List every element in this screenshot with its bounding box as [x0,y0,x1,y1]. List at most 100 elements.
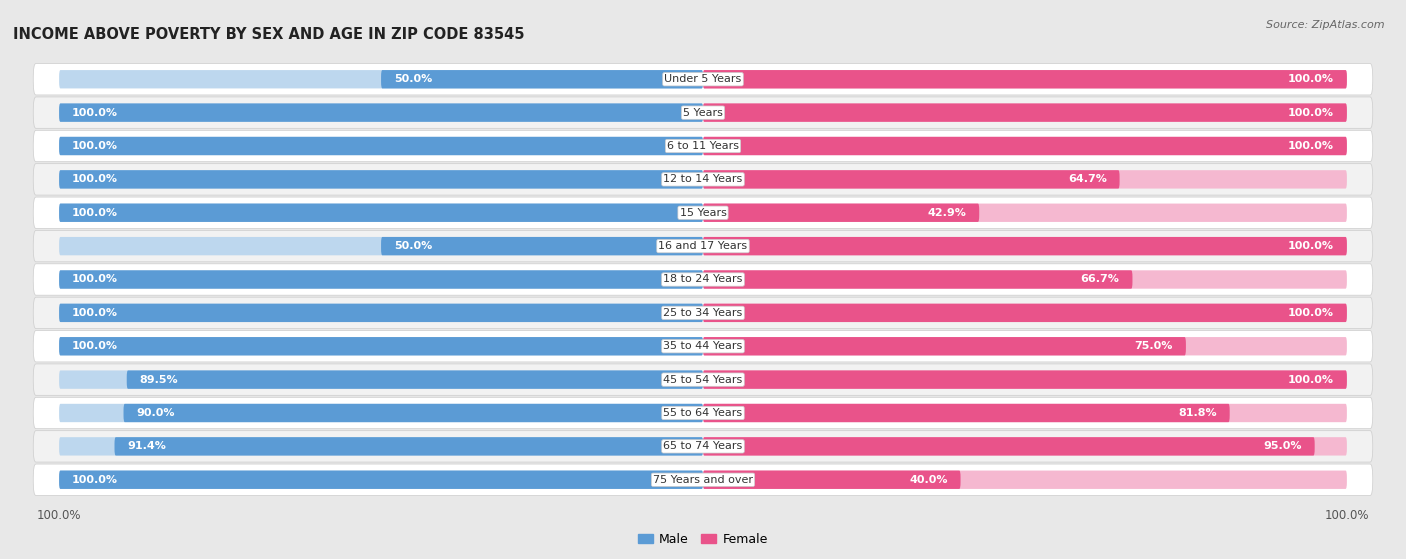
FancyBboxPatch shape [59,203,703,222]
FancyBboxPatch shape [703,304,1347,322]
FancyBboxPatch shape [34,364,1372,395]
FancyBboxPatch shape [703,404,1347,422]
FancyBboxPatch shape [703,304,1347,322]
FancyBboxPatch shape [703,271,1132,288]
FancyBboxPatch shape [59,304,703,322]
Text: 100.0%: 100.0% [1288,375,1334,385]
Text: Source: ZipAtlas.com: Source: ZipAtlas.com [1267,20,1385,30]
FancyBboxPatch shape [703,337,1347,356]
FancyBboxPatch shape [59,337,703,356]
FancyBboxPatch shape [703,437,1315,456]
FancyBboxPatch shape [703,70,1347,88]
Text: 100.0%: 100.0% [72,174,118,184]
FancyBboxPatch shape [34,97,1372,129]
FancyBboxPatch shape [703,203,979,222]
FancyBboxPatch shape [34,164,1372,195]
Text: 42.9%: 42.9% [928,208,966,218]
Text: Under 5 Years: Under 5 Years [665,74,741,84]
FancyBboxPatch shape [381,237,703,255]
FancyBboxPatch shape [59,170,703,188]
FancyBboxPatch shape [703,170,1119,188]
FancyBboxPatch shape [59,404,703,422]
Text: 66.7%: 66.7% [1081,274,1119,285]
Text: 100.0%: 100.0% [72,341,118,351]
FancyBboxPatch shape [34,397,1372,429]
FancyBboxPatch shape [703,471,1347,489]
Text: 25 to 34 Years: 25 to 34 Years [664,308,742,318]
Text: 100.0%: 100.0% [72,274,118,285]
Text: 75.0%: 75.0% [1135,341,1173,351]
FancyBboxPatch shape [703,437,1347,456]
FancyBboxPatch shape [59,271,703,288]
FancyBboxPatch shape [34,230,1372,262]
Text: 90.0%: 90.0% [136,408,174,418]
FancyBboxPatch shape [34,264,1372,295]
FancyBboxPatch shape [703,337,1185,356]
FancyBboxPatch shape [381,70,703,88]
Text: 5 Years: 5 Years [683,108,723,117]
FancyBboxPatch shape [59,103,703,122]
Text: 89.5%: 89.5% [139,375,179,385]
Text: 100.0%: 100.0% [72,475,118,485]
Text: 100.0%: 100.0% [1288,141,1334,151]
Text: 100.0%: 100.0% [72,141,118,151]
FancyBboxPatch shape [59,271,703,288]
FancyBboxPatch shape [703,103,1347,122]
FancyBboxPatch shape [59,70,703,88]
FancyBboxPatch shape [59,203,703,222]
FancyBboxPatch shape [703,137,1347,155]
FancyBboxPatch shape [703,237,1347,255]
Text: 91.4%: 91.4% [128,442,166,451]
Text: 100.0%: 100.0% [1288,241,1334,251]
FancyBboxPatch shape [703,371,1347,389]
Text: 40.0%: 40.0% [910,475,948,485]
FancyBboxPatch shape [59,137,703,155]
Text: 75 Years and over: 75 Years and over [652,475,754,485]
FancyBboxPatch shape [703,471,960,489]
FancyBboxPatch shape [34,130,1372,162]
Text: 95.0%: 95.0% [1264,442,1302,451]
FancyBboxPatch shape [59,103,703,122]
FancyBboxPatch shape [703,271,1347,288]
FancyBboxPatch shape [703,103,1347,122]
Text: 16 and 17 Years: 16 and 17 Years [658,241,748,251]
Text: 100.0%: 100.0% [72,208,118,218]
Text: 55 to 64 Years: 55 to 64 Years [664,408,742,418]
FancyBboxPatch shape [59,304,703,322]
FancyBboxPatch shape [703,70,1347,88]
Text: 50.0%: 50.0% [394,74,432,84]
FancyBboxPatch shape [114,437,703,456]
FancyBboxPatch shape [124,404,703,422]
Text: 50.0%: 50.0% [394,241,432,251]
FancyBboxPatch shape [703,237,1347,255]
FancyBboxPatch shape [59,471,703,489]
Text: 100.0%: 100.0% [1288,108,1334,117]
FancyBboxPatch shape [34,330,1372,362]
FancyBboxPatch shape [59,237,703,255]
Text: 100.0%: 100.0% [1288,74,1334,84]
FancyBboxPatch shape [703,137,1347,155]
Text: 6 to 11 Years: 6 to 11 Years [666,141,740,151]
FancyBboxPatch shape [59,371,703,389]
Text: 100.0%: 100.0% [72,108,118,117]
FancyBboxPatch shape [34,464,1372,495]
Text: 18 to 24 Years: 18 to 24 Years [664,274,742,285]
FancyBboxPatch shape [59,137,703,155]
FancyBboxPatch shape [59,437,703,456]
Legend: Male, Female: Male, Female [633,528,773,551]
FancyBboxPatch shape [59,471,703,489]
Text: 35 to 44 Years: 35 to 44 Years [664,341,742,351]
FancyBboxPatch shape [127,371,703,389]
Text: 100.0%: 100.0% [72,308,118,318]
Text: 12 to 14 Years: 12 to 14 Years [664,174,742,184]
FancyBboxPatch shape [34,430,1372,462]
Text: 45 to 54 Years: 45 to 54 Years [664,375,742,385]
FancyBboxPatch shape [34,197,1372,229]
FancyBboxPatch shape [703,404,1230,422]
Text: INCOME ABOVE POVERTY BY SEX AND AGE IN ZIP CODE 83545: INCOME ABOVE POVERTY BY SEX AND AGE IN Z… [13,27,524,42]
FancyBboxPatch shape [59,337,703,356]
FancyBboxPatch shape [59,170,703,188]
Text: 100.0%: 100.0% [1288,308,1334,318]
FancyBboxPatch shape [34,64,1372,95]
Text: 81.8%: 81.8% [1178,408,1216,418]
